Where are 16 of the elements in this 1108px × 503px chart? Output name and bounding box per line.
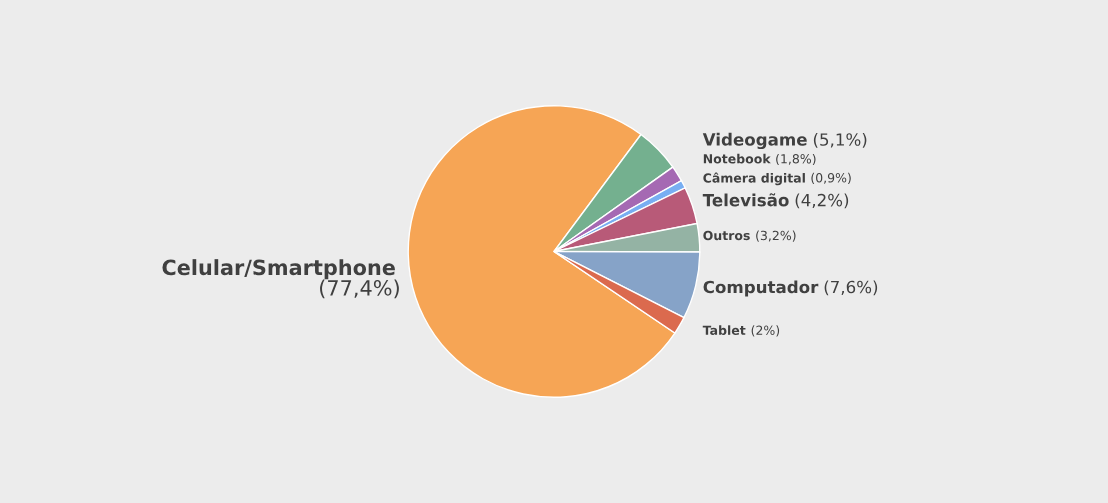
data-label: (2%): [751, 325, 780, 337]
slice-label: Notebook: [703, 153, 771, 164]
slice-label: Computador: [703, 280, 819, 297]
slice-label: Outros: [703, 230, 750, 241]
data-label: (0,9%): [811, 172, 851, 184]
slice-label: Televisão: [702, 193, 789, 207]
slice-label: Celular/Smartphone: [162, 259, 395, 280]
data-label: (4,2%): [795, 193, 849, 209]
data-label: (7,6%): [824, 280, 878, 296]
data-label: (3,2%): [756, 230, 796, 242]
slice-label: Câmera digital: [703, 172, 805, 186]
slice-label: Videogame: [702, 132, 807, 150]
data-label: (1,8%): [776, 153, 816, 166]
slice-label: Tablet: [702, 325, 746, 335]
data-label: (5,1%): [813, 132, 867, 148]
data-label: (77,4%): [320, 279, 399, 299]
